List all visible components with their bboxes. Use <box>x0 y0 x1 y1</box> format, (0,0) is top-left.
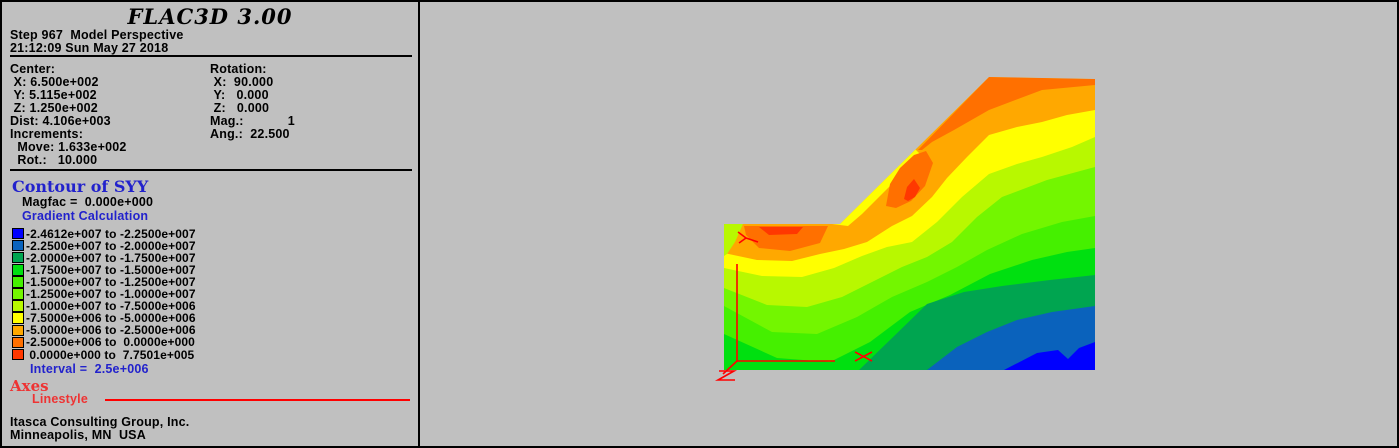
legend-color-swatch <box>12 288 24 300</box>
legend-row: -1.0000e+007 to -7.5000e+006 <box>12 299 196 314</box>
linestyle-label: Linestyle <box>32 392 88 406</box>
legend-row: -5.0000e+006 to -2.5000e+006 <box>12 323 196 338</box>
crest-orange-stripe <box>918 77 1095 150</box>
view-info-left-column: Center: X: 6.500e+002 Y: 5.115e+002 Z: 1… <box>10 62 127 167</box>
bench-orange-pocket <box>744 226 828 251</box>
legend-row: -1.2500e+007 to -1.0000e+007 <box>12 287 196 301</box>
legend-color-swatch <box>12 264 24 276</box>
footer-company: Itasca Consulting Group, Inc. <box>10 415 190 429</box>
legend-color-swatch <box>12 312 24 324</box>
gradient-line: Gradient Calculation <box>22 209 149 223</box>
legend-color-swatch <box>12 227 24 240</box>
legend-row: 0.0000e+000 to 7.7501e+005 <box>12 347 195 362</box>
legend-range-label: -1.5000e+007 to -1.2500e+007 <box>26 274 196 289</box>
legend-color-swatch <box>12 324 24 337</box>
z-axis-glyph <box>714 370 738 381</box>
panel-divider <box>418 2 420 446</box>
view-info-right-column: Rotation: X: 90.000 Y: 0.000 Z: 0.000 Ma… <box>210 62 295 141</box>
date-line: 21:12:09 Sun May 27 2018 <box>10 41 169 55</box>
legend-row: -1.5000e+007 to -1.2500e+007 <box>12 274 196 289</box>
legend-color-swatch <box>12 239 24 252</box>
legend-color-swatch <box>12 300 24 312</box>
legend-color-swatch <box>12 251 24 264</box>
band-blue <box>1004 342 1095 370</box>
model-axes-line <box>738 237 747 244</box>
legend-range-label: -1.2500e+007 to -1.0000e+007 <box>26 287 196 301</box>
separator-middle <box>10 169 412 171</box>
step-line: Step 967 Model Perspective <box>10 28 184 42</box>
legend-row: -2.2500e+007 to -2.0000e+007 <box>12 238 196 253</box>
model-axes-line <box>745 237 759 243</box>
legend-row: -7.5000e+006 to -5.0000e+006 <box>12 311 196 326</box>
legend-range-label: -1.0000e+007 to -7.5000e+006 <box>26 299 196 314</box>
legend-range-label: -2.5000e+006 to 0.0000e+000 <box>26 335 195 350</box>
legend-range-label: 0.0000e+000 to 7.7501e+005 <box>26 347 195 362</box>
contour-heading: Contour of SYY <box>12 177 149 196</box>
model-axes-line <box>737 231 747 239</box>
legend-range-label: -5.0000e+006 to -2.5000e+006 <box>26 323 196 338</box>
interval-line: Interval = 2.5e+006 <box>30 362 149 376</box>
legend-row: -2.5000e+006 to 0.0000e+000 <box>12 335 195 350</box>
legend-color-swatch <box>12 348 24 361</box>
separator-top <box>10 55 412 57</box>
legend-range-label: -7.5000e+006 to -5.0000e+006 <box>26 311 196 326</box>
app-title: FLAC3D 3.00 <box>127 4 293 29</box>
legend-range-label: -2.0000e+007 to -1.7500e+007 <box>26 250 196 265</box>
legend-color-swatch <box>12 276 24 288</box>
model-axes-line <box>722 360 738 375</box>
legend-range-label: -2.4612e+007 to -2.2500e+007 <box>26 226 196 241</box>
magfac-line: Magfac = 0.000e+000 <box>22 195 154 209</box>
legend-row: -1.7500e+007 to -1.5000e+007 <box>12 262 196 277</box>
slope-orange-spot <box>886 151 933 208</box>
axes-heading: Axes <box>10 377 49 395</box>
legend-range-label: -2.2500e+007 to -2.0000e+007 <box>26 238 196 253</box>
bench-red-core <box>759 227 803 235</box>
legend-row: -2.4612e+007 to -2.2500e+007 <box>12 226 196 241</box>
legend-range-label: -1.7500e+007 to -1.5000e+007 <box>26 262 196 277</box>
legend-row: -2.0000e+007 to -1.7500e+007 <box>12 250 196 265</box>
legend-color-swatch <box>12 336 24 349</box>
model-axes-line <box>854 351 873 362</box>
footer-location: Minneapolis, MN USA <box>10 428 146 442</box>
linestyle-sample-line <box>105 399 410 401</box>
slope-red-core <box>904 179 920 201</box>
